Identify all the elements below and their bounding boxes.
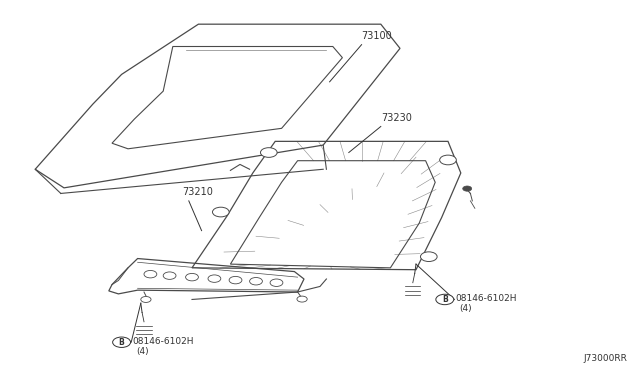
Text: 08146-6102H: 08146-6102H [132,337,194,346]
Circle shape [212,207,229,217]
Text: J73000RR: J73000RR [583,354,627,363]
Text: 08146-6102H: 08146-6102H [456,294,517,303]
Text: B: B [119,338,124,347]
Circle shape [420,252,437,262]
Circle shape [144,270,157,278]
Circle shape [163,272,176,279]
Text: (4): (4) [136,347,149,356]
Circle shape [270,279,283,286]
Circle shape [186,273,198,281]
Text: 73100: 73100 [362,31,392,41]
Circle shape [440,155,456,165]
Circle shape [208,275,221,282]
Text: B: B [442,295,447,304]
Circle shape [463,186,472,191]
Circle shape [113,337,131,347]
Text: 73230: 73230 [381,113,412,123]
Circle shape [250,278,262,285]
Text: 73210: 73210 [182,187,213,197]
Circle shape [229,276,242,284]
Circle shape [141,296,151,302]
Circle shape [260,148,277,157]
Circle shape [436,294,454,305]
Text: (4): (4) [460,304,472,313]
Circle shape [297,296,307,302]
